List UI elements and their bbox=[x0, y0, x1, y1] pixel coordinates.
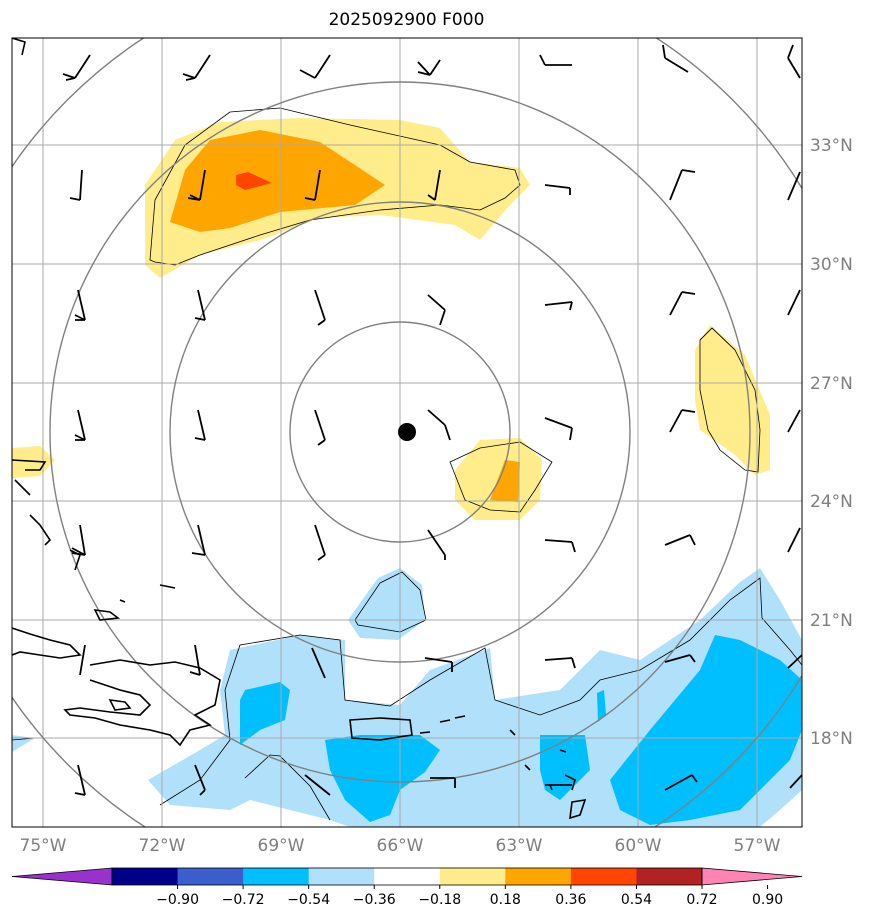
range-rings bbox=[12, 38, 802, 827]
colorbar-tick-label: 0.72 bbox=[686, 892, 717, 908]
colorbar-extend-high bbox=[701, 867, 803, 886]
graticule bbox=[12, 38, 802, 827]
colorbar-tick-label: 0.36 bbox=[555, 892, 586, 908]
lat-label: 27°N bbox=[810, 374, 853, 394]
lat-label: 18°N bbox=[810, 729, 853, 749]
blue-anomaly-4 bbox=[610, 635, 802, 825]
colorbar-tick-label: −0.54 bbox=[287, 892, 330, 908]
storm-center-marker bbox=[398, 423, 416, 441]
hispaniola-coast bbox=[63, 659, 221, 747]
blue-anomaly-2 bbox=[325, 735, 440, 822]
gulf-coast-edge bbox=[12, 38, 26, 56]
colorbar-frame bbox=[111, 867, 703, 886]
colorbar-swatch bbox=[505, 868, 572, 885]
range-ring-2 bbox=[169, 201, 631, 663]
lon-label: 63°W bbox=[496, 836, 543, 856]
colorbar-tick-label: −0.90 bbox=[156, 892, 199, 908]
lat-label: 30°N bbox=[810, 255, 853, 275]
positive-contour-east bbox=[699, 327, 736, 351]
colorbar-tick-label: −0.36 bbox=[353, 892, 396, 908]
yellow-anomaly-east bbox=[695, 325, 770, 475]
lesser-antilles-coast bbox=[419, 715, 587, 820]
colorbar-swatch bbox=[112, 868, 179, 885]
lat-label: 24°N bbox=[810, 492, 853, 512]
map-title: 2025092900 F000 bbox=[328, 10, 485, 30]
cuba-coast bbox=[12, 627, 82, 659]
lon-label: 57°W bbox=[734, 836, 781, 856]
colorbar-tick-label: 0.18 bbox=[490, 892, 521, 908]
colorbar-swatch bbox=[439, 868, 506, 885]
orange-anomaly-north bbox=[170, 130, 385, 232]
colorbar-tick-label: 0.54 bbox=[621, 892, 652, 908]
colorbar-swatch bbox=[636, 868, 703, 885]
florida-keys-coast bbox=[12, 459, 47, 496]
colorbar-extend-low bbox=[11, 867, 113, 886]
longitude-labels: 75°W 72°W 69°W 66°W 63°W 60°W 57°W bbox=[20, 836, 781, 856]
positive-anomaly-fills bbox=[12, 118, 770, 520]
lon-label: 75°W bbox=[20, 836, 67, 856]
jamaica-coast bbox=[108, 699, 132, 711]
colorbar-swatch bbox=[570, 868, 637, 885]
colorbar-swatch bbox=[308, 868, 375, 885]
colorbar: −0.90 −0.72 −0.54 −0.36 −0.18 0.18 0.36 0.54 0.7… bbox=[11, 867, 803, 908]
red-anomaly-north bbox=[236, 172, 272, 190]
lon-label: 60°W bbox=[615, 836, 662, 856]
lon-label: 72°W bbox=[139, 836, 186, 856]
wind-barbs bbox=[62, 44, 803, 796]
blue-anomaly-1 bbox=[240, 682, 290, 745]
orange-anomaly-center bbox=[490, 460, 520, 502]
colorbar-tick-label: −0.72 bbox=[222, 892, 265, 908]
latitude-labels: 33°N 30°N 27°N 24°N 21°N 18°N bbox=[810, 136, 853, 749]
lon-label: 66°W bbox=[377, 836, 424, 856]
colorbar-tick-label: −0.18 bbox=[418, 892, 461, 908]
blue-anomaly-3 bbox=[540, 735, 590, 800]
colorbar-swatch bbox=[177, 868, 244, 885]
blue-anomaly-5 bbox=[597, 690, 606, 722]
range-ring-3 bbox=[49, 81, 751, 783]
light-blue-anomaly-small bbox=[348, 568, 425, 640]
puerto-rico-coast bbox=[349, 717, 413, 741]
lon-label: 69°W bbox=[258, 836, 305, 856]
colorbar-swatch bbox=[374, 868, 441, 885]
colorbar-swatch bbox=[243, 868, 310, 885]
range-ring-1 bbox=[289, 321, 511, 543]
colorbar-tick-label: 0.90 bbox=[752, 892, 783, 908]
lat-label: 21°N bbox=[810, 611, 853, 631]
map-frame bbox=[11, 37, 803, 828]
lat-label: 33°N bbox=[810, 136, 853, 156]
